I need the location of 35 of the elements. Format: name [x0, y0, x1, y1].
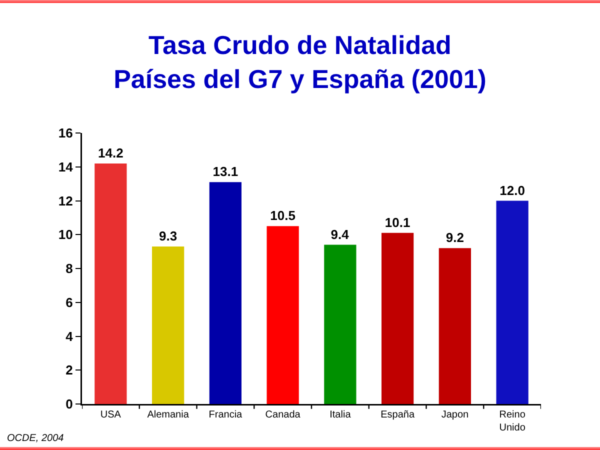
y-tick-label: 6 [66, 294, 73, 310]
bar [209, 182, 242, 404]
y-tick-label: 10 [58, 227, 73, 242]
data-label: 10.1 [384, 214, 410, 230]
bar [152, 246, 184, 404]
bar [382, 232, 414, 404]
bar [94, 163, 127, 404]
y-tick-label: 12 [58, 193, 73, 208]
y-tick-label: 0 [66, 396, 73, 412]
x-tick-label: USA [100, 410, 122, 420]
x-tick-label: Italia [330, 410, 352, 420]
data-label: 14.2 [98, 145, 124, 160]
x-tick-label: Alemania [147, 410, 190, 420]
x-tick-label: España [380, 410, 415, 420]
y-tick-label: 8 [66, 261, 73, 276]
text: OCDE, 2004 [7, 433, 64, 444]
x-tick-label: Francia [208, 410, 243, 420]
x-tick-label: Japon [441, 410, 469, 420]
bar [324, 244, 356, 404]
data-label: 9.4 [330, 226, 350, 242]
chart-title: Tasa Crudo de Natalidad Países del G7 y España (2001) [114, 30, 486, 94]
data-label: 10.5 [270, 208, 296, 224]
data-label: 13.1 [212, 164, 238, 180]
bar [438, 248, 471, 404]
x-tick-label: Reino Unido [499, 410, 526, 434]
data-label: 9.2 [446, 230, 464, 246]
y-tick-label: 2 [66, 362, 73, 378]
y-tick-label: 14 [58, 159, 74, 174]
data-label: 9.3 [159, 228, 178, 244]
y-tick-label: 16 [58, 126, 73, 141]
data-label: 12.0 [500, 182, 525, 198]
y-tick-label: 4 [66, 328, 74, 344]
bar [266, 226, 299, 404]
x-tick-label: Canada [265, 410, 301, 420]
bar [496, 200, 528, 404]
